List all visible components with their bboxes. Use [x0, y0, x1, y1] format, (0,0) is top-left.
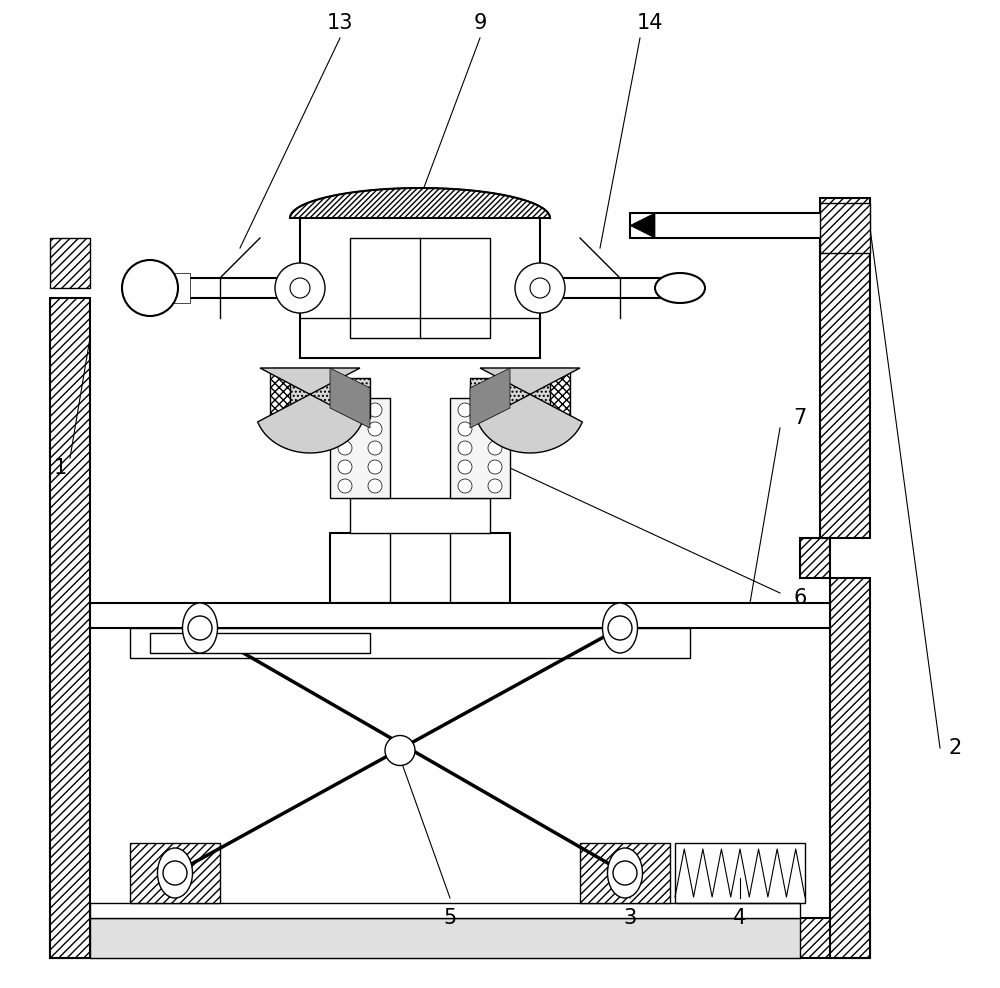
Bar	[50, 918, 870, 958]
Ellipse shape	[655, 273, 705, 303]
Bar	[330, 398, 390, 498]
Text: 5: 5	[443, 908, 457, 928]
Bar	[675, 843, 805, 903]
Bar	[150, 273, 190, 303]
Polygon shape	[470, 368, 510, 428]
Circle shape	[458, 403, 472, 417]
Ellipse shape	[602, 603, 638, 653]
Bar	[50, 298, 90, 958]
Circle shape	[488, 422, 502, 436]
Circle shape	[368, 422, 382, 436]
Ellipse shape	[158, 848, 192, 898]
Circle shape	[458, 441, 472, 455]
Circle shape	[275, 263, 325, 313]
Circle shape	[488, 403, 502, 417]
Circle shape	[488, 479, 502, 493]
Bar	[290, 378, 370, 418]
Circle shape	[338, 479, 352, 493]
Bar	[270, 368, 330, 428]
Circle shape	[338, 460, 352, 474]
Polygon shape	[630, 213, 655, 238]
Circle shape	[338, 403, 352, 417]
Circle shape	[338, 441, 352, 455]
Bar	[820, 198, 870, 538]
Bar	[800, 538, 830, 578]
Text: 6: 6	[793, 588, 807, 608]
Bar	[330, 533, 510, 603]
Bar	[510, 368, 570, 428]
Text: 4: 4	[733, 908, 747, 928]
Bar	[90, 903, 800, 918]
Bar	[630, 213, 830, 238]
Polygon shape	[258, 368, 362, 453]
Polygon shape	[478, 368, 582, 453]
Bar	[90, 918, 800, 958]
Bar	[580, 843, 670, 903]
Text: 3: 3	[623, 908, 637, 928]
Text: 13: 13	[327, 13, 353, 33]
Bar	[830, 578, 870, 958]
Ellipse shape	[182, 603, 218, 653]
Circle shape	[458, 422, 472, 436]
Bar	[90, 603, 830, 628]
Text: 1: 1	[53, 458, 67, 478]
Text: 14: 14	[637, 13, 663, 33]
Bar	[350, 498, 490, 533]
Polygon shape	[330, 368, 370, 428]
Circle shape	[338, 422, 352, 436]
Bar	[350, 238, 490, 338]
Bar	[820, 203, 870, 253]
Polygon shape	[290, 188, 550, 218]
Circle shape	[608, 616, 632, 640]
Bar	[540, 278, 660, 298]
Circle shape	[488, 460, 502, 474]
Circle shape	[188, 616, 212, 640]
Bar	[130, 628, 690, 658]
Bar	[470, 378, 550, 418]
Circle shape	[385, 735, 415, 766]
Text: 2: 2	[948, 738, 962, 758]
Text: 7: 7	[793, 408, 807, 428]
Circle shape	[368, 460, 382, 474]
Circle shape	[163, 861, 187, 885]
Bar	[50, 238, 90, 288]
Circle shape	[368, 403, 382, 417]
Bar	[130, 843, 220, 903]
Circle shape	[613, 861, 637, 885]
Bar	[150, 633, 370, 653]
Circle shape	[290, 278, 310, 298]
Bar	[170, 278, 300, 298]
Circle shape	[488, 441, 502, 455]
Bar	[300, 218, 540, 358]
Circle shape	[122, 260, 178, 316]
Bar	[450, 398, 510, 498]
Ellipse shape	[608, 848, 642, 898]
Circle shape	[515, 263, 565, 313]
Circle shape	[368, 441, 382, 455]
Text: 9: 9	[473, 13, 487, 33]
Circle shape	[458, 460, 472, 474]
Circle shape	[530, 278, 550, 298]
Circle shape	[368, 479, 382, 493]
Circle shape	[458, 479, 472, 493]
